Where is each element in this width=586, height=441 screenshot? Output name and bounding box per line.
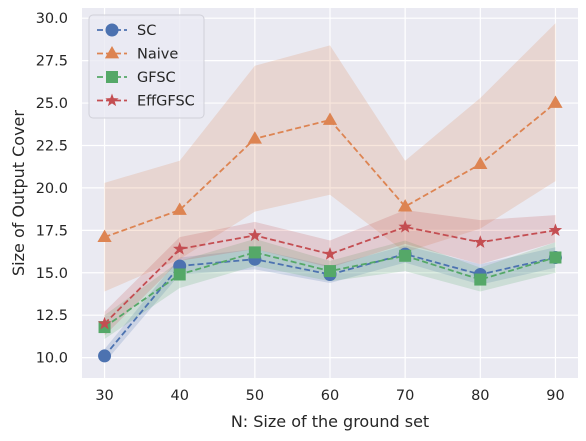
x-tick-label: 60 <box>321 388 339 404</box>
y-tick-label: 17.5 <box>36 223 68 239</box>
y-tick-label: 22.5 <box>36 138 68 154</box>
y-tick-label: 15.0 <box>36 266 68 282</box>
data-point-triangle <box>548 95 563 108</box>
data-point-star <box>248 228 262 242</box>
y-tick-labels: 10.0 12.5 15.0 17.5 20.0 22.5 25.0 27.5 30.0 <box>36 11 68 366</box>
data-point-star <box>97 316 112 330</box>
x-tick-label: 80 <box>471 388 489 404</box>
data-point-star <box>473 235 487 248</box>
data-point-circle <box>105 23 119 37</box>
data-point-triangle <box>247 131 262 144</box>
data-point-circle <box>98 349 112 363</box>
y-tick-label: 10.0 <box>36 351 68 367</box>
confidence-band-naive <box>104 23 556 292</box>
data-point-square <box>324 265 336 278</box>
y-tick-label: 30.0 <box>36 11 68 27</box>
legend: SC Naive GFSC EffGFSC <box>88 14 205 119</box>
data-point-star <box>398 219 412 233</box>
data-point-square <box>106 71 118 83</box>
data-point-square <box>399 249 412 262</box>
y-tick-label: 20.0 <box>36 181 68 197</box>
data-point-square <box>173 268 186 281</box>
x-tick-label: 30 <box>95 388 113 404</box>
data-point-square <box>474 273 487 286</box>
data-point-triangle <box>398 199 413 212</box>
x-tick-label: 50 <box>246 388 264 404</box>
x-axis-title: N: Size of the ground set <box>231 412 429 431</box>
data-point-triangle <box>104 46 120 59</box>
y-tick-label: 12.5 <box>36 308 68 324</box>
x-tick-label: 70 <box>396 388 414 404</box>
series-markers <box>97 95 563 363</box>
y-tick-label: 27.5 <box>36 54 68 70</box>
data-point-square <box>549 251 562 264</box>
legend-label: EffGFSC <box>137 94 195 110</box>
x-tick-labels: 30 40 50 60 70 80 90 <box>95 388 564 404</box>
data-point-square <box>248 246 261 259</box>
data-point-triangle <box>322 112 338 125</box>
data-point-triangle <box>172 202 187 215</box>
data-point-star <box>323 247 337 260</box>
data-point-triangle <box>97 229 112 243</box>
y-axis-title: Size of Output Cover <box>9 110 28 276</box>
legend-label: GFSC <box>137 70 176 86</box>
legend-label: Naive <box>137 47 178 63</box>
y-tick-label: 25.0 <box>36 96 68 112</box>
x-tick-label: 90 <box>546 388 564 404</box>
data-point-star <box>173 242 187 255</box>
data-point-star <box>105 93 119 107</box>
x-tick-label: 40 <box>170 388 188 404</box>
data-point-star <box>548 223 563 236</box>
legend-box <box>88 14 205 119</box>
data-point-triangle <box>473 156 488 170</box>
legend-label: SC <box>137 23 156 39</box>
